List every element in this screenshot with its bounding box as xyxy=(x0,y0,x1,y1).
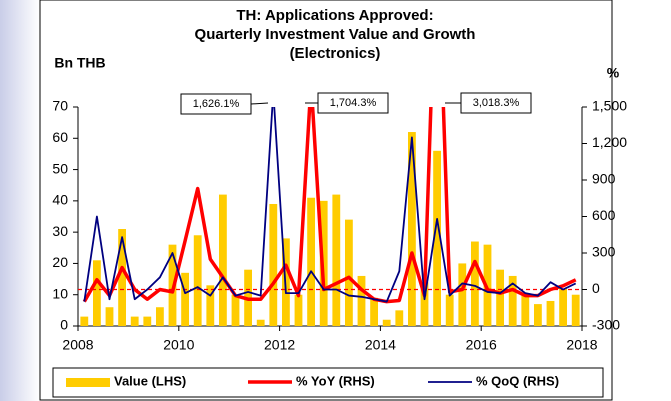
x-tick-label: 2014 xyxy=(365,337,396,353)
y-axis-label: Bn THB xyxy=(54,55,105,71)
y-tick-label: 40 xyxy=(52,192,68,208)
bar xyxy=(80,316,89,326)
bar xyxy=(231,294,240,326)
y2-tick-label: 600 xyxy=(592,207,616,223)
bar xyxy=(332,194,341,326)
bar xyxy=(269,203,278,326)
bar xyxy=(155,307,164,326)
bar xyxy=(559,288,568,326)
x-tick-label: 2010 xyxy=(163,337,194,353)
x-tick-label: 2008 xyxy=(62,337,93,353)
line xyxy=(83,107,577,303)
bar xyxy=(508,275,517,326)
legend-label: Value (LHS) xyxy=(114,373,186,388)
legend-label: % YoY (RHS) xyxy=(296,373,375,388)
bar xyxy=(470,241,479,326)
y-tick-label: 20 xyxy=(52,254,68,270)
y-tick-label: 60 xyxy=(52,129,68,145)
bar xyxy=(105,307,114,326)
chart-title: Quarterly Investment Value and Growth xyxy=(195,26,476,43)
annotation: 1,704.3% xyxy=(330,97,377,109)
annotation-box xyxy=(317,92,389,114)
y-tick-label: 10 xyxy=(52,285,68,301)
line xyxy=(82,107,577,304)
y2-tick-label: 900 xyxy=(592,171,616,187)
y-tick-label: 70 xyxy=(52,98,68,114)
y-tick-label: 50 xyxy=(52,160,68,176)
bar xyxy=(445,294,454,326)
x-tick-label: 2018 xyxy=(566,337,597,353)
y2-tick-label: -300 xyxy=(592,317,620,333)
legend-box xyxy=(52,367,604,398)
x-tick-label: 2016 xyxy=(466,337,497,353)
bar xyxy=(256,319,265,326)
bar xyxy=(118,229,127,326)
bar xyxy=(382,319,391,326)
bar xyxy=(496,269,505,326)
background-edge xyxy=(0,0,40,401)
bar xyxy=(143,316,152,326)
bar xyxy=(294,294,303,326)
y2-tick-label: 300 xyxy=(592,244,616,260)
legend-label: % QoQ (RHS) xyxy=(476,373,559,388)
bar xyxy=(546,300,555,326)
chart-title: TH: Applications Approved: xyxy=(236,7,433,24)
bar xyxy=(521,294,530,326)
y-tick-label: 30 xyxy=(52,223,68,239)
bar xyxy=(407,132,416,326)
annotation-box xyxy=(180,93,252,115)
y-tick-label: 0 xyxy=(60,317,68,333)
bar xyxy=(533,304,542,326)
bar xyxy=(193,235,202,326)
bar xyxy=(130,316,139,326)
bar xyxy=(420,282,429,326)
annotation: 3,018.3% xyxy=(473,97,520,109)
bar xyxy=(92,260,101,326)
bar xyxy=(458,263,467,326)
chart-frame xyxy=(39,0,613,401)
bar xyxy=(218,194,227,326)
bar xyxy=(571,294,580,326)
y2-tick-label: 1,500 xyxy=(592,98,627,114)
y2-tick-label: 1,200 xyxy=(592,134,627,150)
bar xyxy=(357,275,366,326)
legend-swatch xyxy=(66,378,110,387)
annotation: 1,626.1% xyxy=(193,98,240,110)
bar xyxy=(206,285,215,326)
x-tick-label: 2012 xyxy=(264,337,295,353)
bar xyxy=(181,272,190,326)
bar xyxy=(433,150,442,326)
y2-axis-label: % xyxy=(607,65,620,81)
annotation-arrow xyxy=(250,102,269,105)
bar xyxy=(370,297,379,326)
bar xyxy=(395,310,404,326)
plot-series xyxy=(78,107,582,326)
bar xyxy=(307,197,316,326)
annotation-box xyxy=(460,92,532,114)
y2-tick-label: 0 xyxy=(592,280,600,296)
chart-title: (Electronics) xyxy=(290,45,381,62)
bar xyxy=(344,219,353,326)
